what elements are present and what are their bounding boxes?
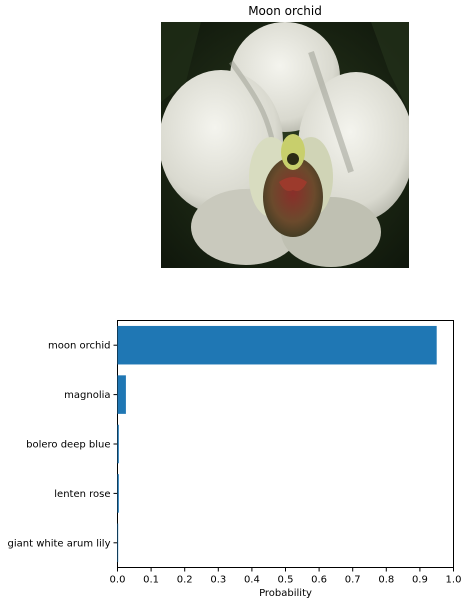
y-tick-label: magnolia — [64, 390, 110, 401]
x-tick-label: 0.3 — [210, 575, 226, 586]
x-axis-title: Probability — [259, 588, 312, 599]
y-tick-label: giant white arum lily — [8, 538, 111, 549]
bar-giant-white-arum-lily — [117, 523, 119, 563]
orchid-photo — [161, 22, 409, 268]
x-tick-label: 0.8 — [378, 575, 394, 586]
x-tick-label: 0.1 — [143, 575, 159, 586]
x-tick-label: 0.9 — [412, 575, 428, 586]
y-tick-label: lenten rose — [54, 489, 110, 500]
x-tick-label: 0.7 — [345, 575, 361, 586]
y-tick-label: bolero deep blue — [26, 440, 110, 451]
x-tick-label: 1.0 — [446, 575, 462, 586]
image-title: Moon orchid — [248, 4, 322, 18]
bar-moon-orchid — [117, 325, 437, 365]
bar-bolero-deep-blue — [117, 424, 119, 464]
bar-lenten-rose — [117, 474, 119, 513]
bar-magnolia — [117, 375, 126, 414]
y-tick-label: moon orchid — [48, 341, 110, 352]
x-tick-label: 0.2 — [177, 575, 193, 586]
x-tick-label: 0.6 — [311, 575, 327, 586]
x-tick-label: 0.5 — [278, 575, 294, 586]
x-tick-label: 0.0 — [110, 575, 126, 586]
x-tick-label: 0.4 — [244, 575, 260, 586]
